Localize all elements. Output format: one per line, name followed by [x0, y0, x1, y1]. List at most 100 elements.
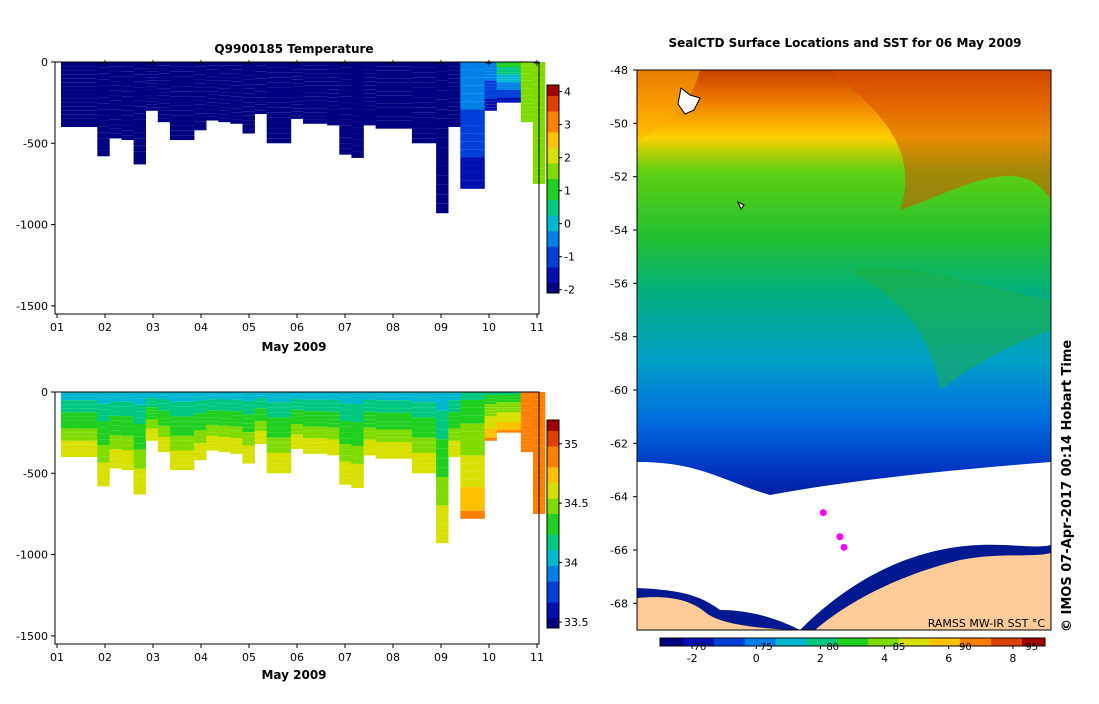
- salinity-cell: [399, 412, 413, 417]
- temperature-cell: [411, 97, 425, 103]
- salinity-cell: [266, 468, 280, 474]
- colorbar-segment: [547, 287, 559, 294]
- temperature-cell: [157, 114, 171, 119]
- salinity-cell: [436, 439, 449, 449]
- temperature-cell: [375, 70, 388, 75]
- salinity-cell: [460, 399, 473, 408]
- x-tick-label: 02: [98, 651, 112, 664]
- salinity-cell: [157, 395, 171, 400]
- salinity-cell: [194, 456, 207, 461]
- salinity-cell: [206, 410, 219, 414]
- salinity-cell: [508, 402, 522, 405]
- colorbar-segment: [547, 456, 559, 463]
- salinity-cell: [278, 447, 292, 453]
- sst-colorbar-segment: [1037, 638, 1046, 646]
- salinity-cell: [339, 478, 352, 485]
- salinity-cell: [411, 432, 425, 438]
- sst-tick-label: 6: [945, 652, 952, 665]
- salinity-cell: [315, 438, 328, 443]
- temperature-cell: [290, 83, 304, 87]
- salinity-cell: [109, 401, 122, 407]
- salinity-cell: [436, 467, 449, 478]
- temperature-cell: [496, 74, 509, 78]
- temperature-cell: [97, 120, 110, 127]
- sst-colorbar-segment: [891, 638, 900, 646]
- temperature-cell: [520, 92, 534, 96]
- salinity-cell: [448, 428, 461, 433]
- salinity-cell: [230, 411, 243, 416]
- temperature-cell: [448, 66, 461, 71]
- temperature-cell: [484, 80, 497, 84]
- salinity-cell: [61, 444, 74, 449]
- salinity-cell: [472, 423, 485, 432]
- salinity-cell: [73, 424, 86, 429]
- salinity-cell: [61, 420, 74, 425]
- salinity-cell: [109, 430, 122, 435]
- salinity-cell: [194, 404, 207, 410]
- salinity-cell: [520, 403, 534, 408]
- salinity-cell: [387, 396, 401, 401]
- salinity-cell: [278, 397, 292, 403]
- temperature-cell: [436, 147, 449, 157]
- salinity-cell: [266, 427, 280, 433]
- temperature-cell: [448, 110, 461, 115]
- salinity-cell: [508, 417, 522, 420]
- temperature-cell: [133, 158, 146, 165]
- colorbar-segment: [547, 596, 559, 603]
- temperature-cell: [375, 111, 388, 117]
- temperature-cell: [61, 82, 74, 87]
- temperature-cell: [387, 66, 401, 71]
- salinity-cell: [121, 445, 134, 451]
- salinity-cell: [109, 392, 122, 397]
- temperature-cell: [97, 126, 110, 133]
- temperature-cell: [472, 133, 485, 142]
- salinity-cell: [303, 415, 316, 420]
- salinity-cell: [85, 408, 98, 413]
- temperature-cell: [363, 85, 376, 90]
- temperature-cell: [109, 109, 122, 115]
- temperature-cell: [520, 73, 534, 78]
- salinity-cell: [472, 407, 485, 416]
- salinity-cell: [109, 411, 122, 416]
- x-tick-label: 01: [50, 321, 64, 334]
- temperature-cell: [363, 93, 376, 98]
- temperature-cell: [85, 66, 98, 71]
- salinity-cell: [448, 412, 461, 417]
- salinity-cell: [520, 392, 534, 396]
- temperature-cell: [254, 110, 267, 115]
- surface-markers: + + + + + + + + + +: [101, 58, 541, 69]
- sst-upper-tick-label: 90: [959, 642, 972, 653]
- temperature-cell: [290, 111, 304, 116]
- temperature-cell: [157, 88, 171, 93]
- temperature-cell: [387, 107, 401, 112]
- salinity-cell: [472, 479, 485, 488]
- colorbar-segment: [547, 100, 559, 107]
- salinity-cell: [436, 524, 449, 534]
- salinity-cell: [157, 407, 171, 411]
- salinity-cell: [218, 395, 231, 400]
- salinity-cell: [303, 430, 316, 435]
- temperature-cell: [278, 87, 292, 93]
- temperature-cell: [339, 114, 352, 120]
- salinity-cell: [375, 396, 388, 401]
- salinity-cell: [182, 435, 195, 441]
- colorbar-segment: [547, 586, 559, 593]
- salinity-cell: [278, 392, 292, 398]
- salinity-cell: [387, 437, 401, 442]
- salinity-cell: [508, 414, 522, 418]
- salinity-cell: [61, 396, 74, 401]
- temperature-cell: [339, 108, 352, 115]
- salinity-cell: [230, 415, 243, 420]
- salinity-cell: [520, 448, 534, 453]
- salinity-cell: [290, 445, 304, 449]
- colorbar-segment: [547, 194, 559, 200]
- temperature-cell: [85, 94, 98, 99]
- temperature-cell: [266, 82, 280, 88]
- temperature-cell: [242, 115, 255, 121]
- salinity-cell: [436, 486, 449, 496]
- salinity-cell: [230, 442, 243, 447]
- temperature-cell: [411, 107, 425, 113]
- temperature-cell: [339, 119, 352, 126]
- temperature-cell: [496, 62, 509, 65]
- temperature-cell: [508, 79, 522, 83]
